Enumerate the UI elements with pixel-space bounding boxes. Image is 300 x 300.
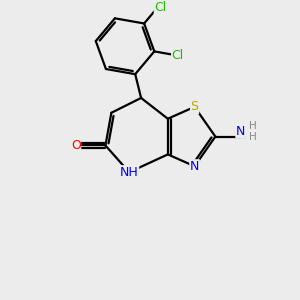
Text: H: H xyxy=(249,132,256,142)
Text: N: N xyxy=(190,160,199,173)
Text: N: N xyxy=(236,125,245,138)
Text: NH: NH xyxy=(120,166,139,179)
Text: S: S xyxy=(190,100,199,113)
Text: O: O xyxy=(71,139,81,152)
Text: Cl: Cl xyxy=(154,1,166,14)
Text: H: H xyxy=(249,121,256,131)
Text: Cl: Cl xyxy=(172,49,184,62)
